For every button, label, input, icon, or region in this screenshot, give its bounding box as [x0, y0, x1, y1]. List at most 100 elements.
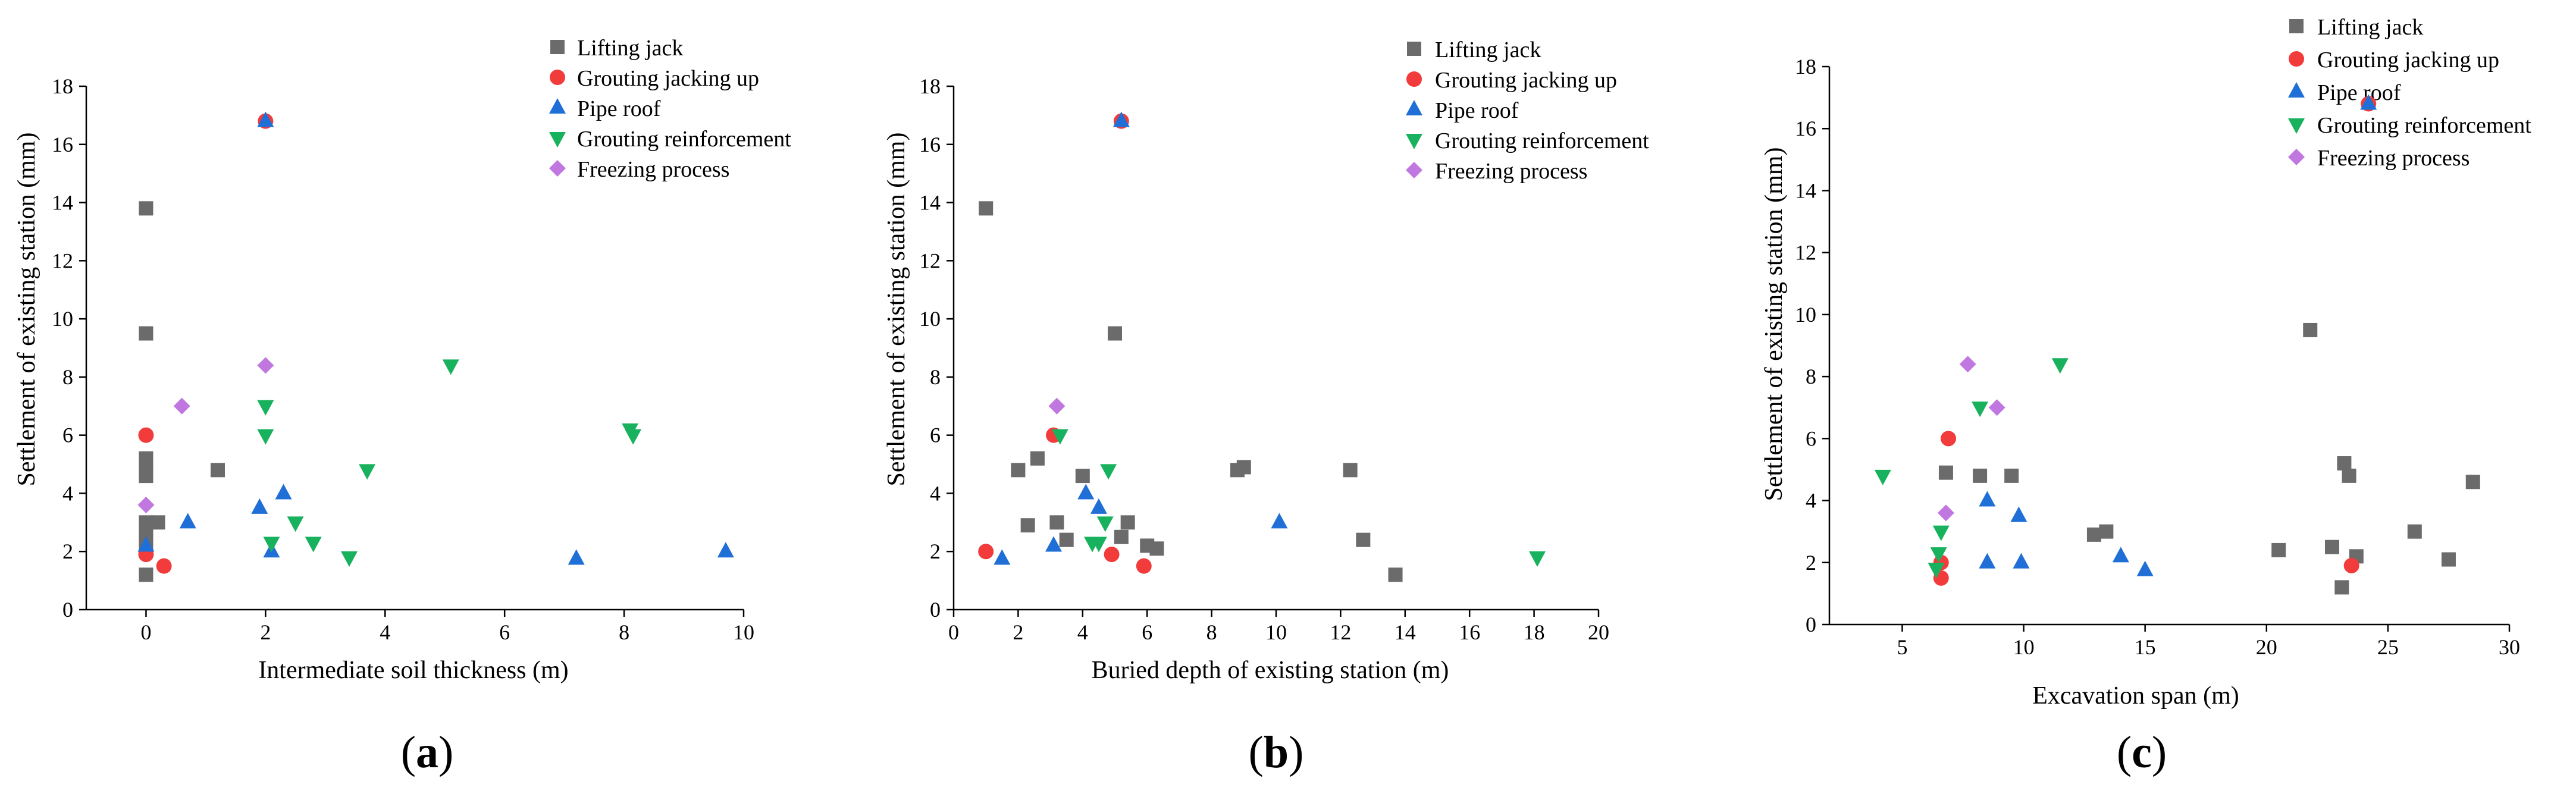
- x-axis-label: Excavation span (m): [2032, 682, 2239, 710]
- x-tick-label: 20: [2256, 635, 2277, 659]
- panel-letter-a: a: [416, 727, 438, 777]
- chart-panel-b: Settlement of existing station (mm) Buri…: [883, 37, 1649, 777]
- legend-label-freezing-process: Freezing process: [1435, 159, 1587, 184]
- data-point: [341, 551, 358, 567]
- series-grouting-reinforcement: [1051, 429, 1546, 567]
- data-point: [257, 400, 274, 416]
- data-point: [1120, 515, 1135, 530]
- data-point: [2465, 475, 2480, 490]
- y-tick-label: 16: [1795, 117, 1816, 140]
- y-tick-label: 12: [1795, 241, 1816, 265]
- x-tick-label: 20: [1588, 620, 1609, 644]
- data-point: [1045, 536, 1063, 552]
- data-point: [1114, 529, 1129, 544]
- x-tick-label: 14: [1394, 620, 1416, 644]
- y-tick-label: 6: [930, 423, 941, 447]
- legend-label-lifting-jack: Lifting jack: [1435, 37, 1541, 62]
- x-tick-label: 16: [1459, 620, 1480, 644]
- data-point: [257, 429, 274, 445]
- series-grouting-reinforcement: [1874, 358, 2069, 579]
- y-tick-label: 12: [919, 249, 941, 272]
- legend-marker-freezing-process: [2288, 149, 2305, 165]
- series-lifting-jack: [1938, 322, 2480, 595]
- legend-marker-freezing-process: [1406, 162, 1422, 178]
- legend: Lifting jack Grouting jacking up Pipe ro…: [577, 36, 791, 182]
- axes: 5 10 15 20 25 30 0 2 4 6 8 10 12 14 16 18: [1795, 55, 2520, 659]
- data-point: [442, 359, 459, 375]
- data-point: [1972, 401, 1989, 418]
- data-point: [139, 518, 153, 533]
- series-grouting-jacking-up: [138, 113, 274, 574]
- data-point: [1932, 525, 1950, 541]
- y-tick-label: 18: [1795, 55, 1816, 79]
- data-point: [257, 357, 274, 374]
- data-point: [2360, 94, 2377, 110]
- legend-marker-grouting-jacking-up: [1406, 71, 1422, 87]
- panel-letter-b: b: [1264, 727, 1289, 777]
- x-tick-label: 8: [619, 620, 629, 644]
- legend-label-pipe-roof: Pipe roof: [577, 96, 661, 121]
- legend-marker-pipe-roof: [1406, 100, 1422, 115]
- x-tick-label: 12: [1330, 620, 1351, 644]
- data-point: [1343, 463, 1358, 478]
- data-point: [2004, 468, 2019, 483]
- x-tick-label: 6: [1142, 620, 1152, 644]
- data-point: [137, 536, 155, 552]
- y-tick-label: 10: [1795, 303, 1816, 327]
- data-point: [287, 516, 304, 532]
- y-tick-label: 12: [52, 249, 73, 272]
- data-point: [139, 567, 153, 582]
- data-point: [275, 484, 292, 500]
- panel-letter-c: c: [2132, 727, 2152, 777]
- data-point: [625, 429, 642, 445]
- data-point: [1051, 429, 1068, 445]
- data-point: [979, 201, 994, 216]
- data-point: [1136, 558, 1152, 574]
- legend-marker-lifting-jack: [1407, 42, 1421, 56]
- data-point: [1048, 397, 1066, 415]
- data-point: [2343, 557, 2359, 573]
- data-point: [1090, 498, 1107, 514]
- data-point: [978, 544, 994, 560]
- y-tick-label: 2: [930, 539, 941, 563]
- data-point: [1271, 513, 1288, 529]
- data-point: [359, 464, 376, 480]
- data-point: [1059, 532, 1074, 547]
- y-tick-label: 18: [919, 74, 941, 98]
- panel-label-c: (c): [2117, 727, 2167, 777]
- x-tick-label: 10: [733, 620, 754, 644]
- legend-label-pipe-roof: Pipe roof: [2317, 80, 2401, 105]
- legend-marker-grouting-reinforcement: [1406, 134, 1422, 149]
- data-point: [1979, 553, 1996, 569]
- y-tick-label: 10: [52, 307, 73, 331]
- data-point: [1529, 551, 1546, 567]
- y-tick-label: 18: [52, 74, 73, 98]
- data-point: [1388, 567, 1403, 582]
- data-point: [1988, 399, 2005, 416]
- y-tick-label: 8: [1806, 365, 1816, 388]
- data-point: [2013, 553, 2030, 569]
- data-point: [2325, 539, 2340, 554]
- chart-panel-c: Settlement of existing station (mm) Exca…: [1760, 15, 2531, 777]
- data-point: [138, 427, 154, 443]
- series-grouting-jacking-up: [1933, 96, 2377, 586]
- data-point: [1090, 536, 1107, 553]
- series-lifting-jack: [979, 201, 1403, 582]
- data-point: [2407, 524, 2422, 539]
- y-tick-label: 8: [930, 365, 941, 389]
- series-pipe-roof: [994, 111, 1288, 565]
- data-point: [1930, 547, 1947, 563]
- data-point: [2010, 506, 2027, 522]
- legend-label-grouting-jacking-up: Grouting jacking up: [577, 66, 759, 91]
- data-point: [1075, 469, 1090, 484]
- data-point: [1937, 504, 1954, 522]
- x-tick-label: 6: [499, 620, 510, 644]
- data-point: [2086, 527, 2101, 542]
- x-tick-label: 18: [1524, 620, 1545, 644]
- data-point: [2342, 468, 2356, 483]
- x-tick-label: 10: [1265, 620, 1287, 644]
- legend-label-lifting-jack: Lifting jack: [577, 36, 683, 61]
- legend: Lifting jack Grouting jacking up Pipe ro…: [2317, 15, 2531, 171]
- x-tick-label: 10: [2013, 635, 2035, 659]
